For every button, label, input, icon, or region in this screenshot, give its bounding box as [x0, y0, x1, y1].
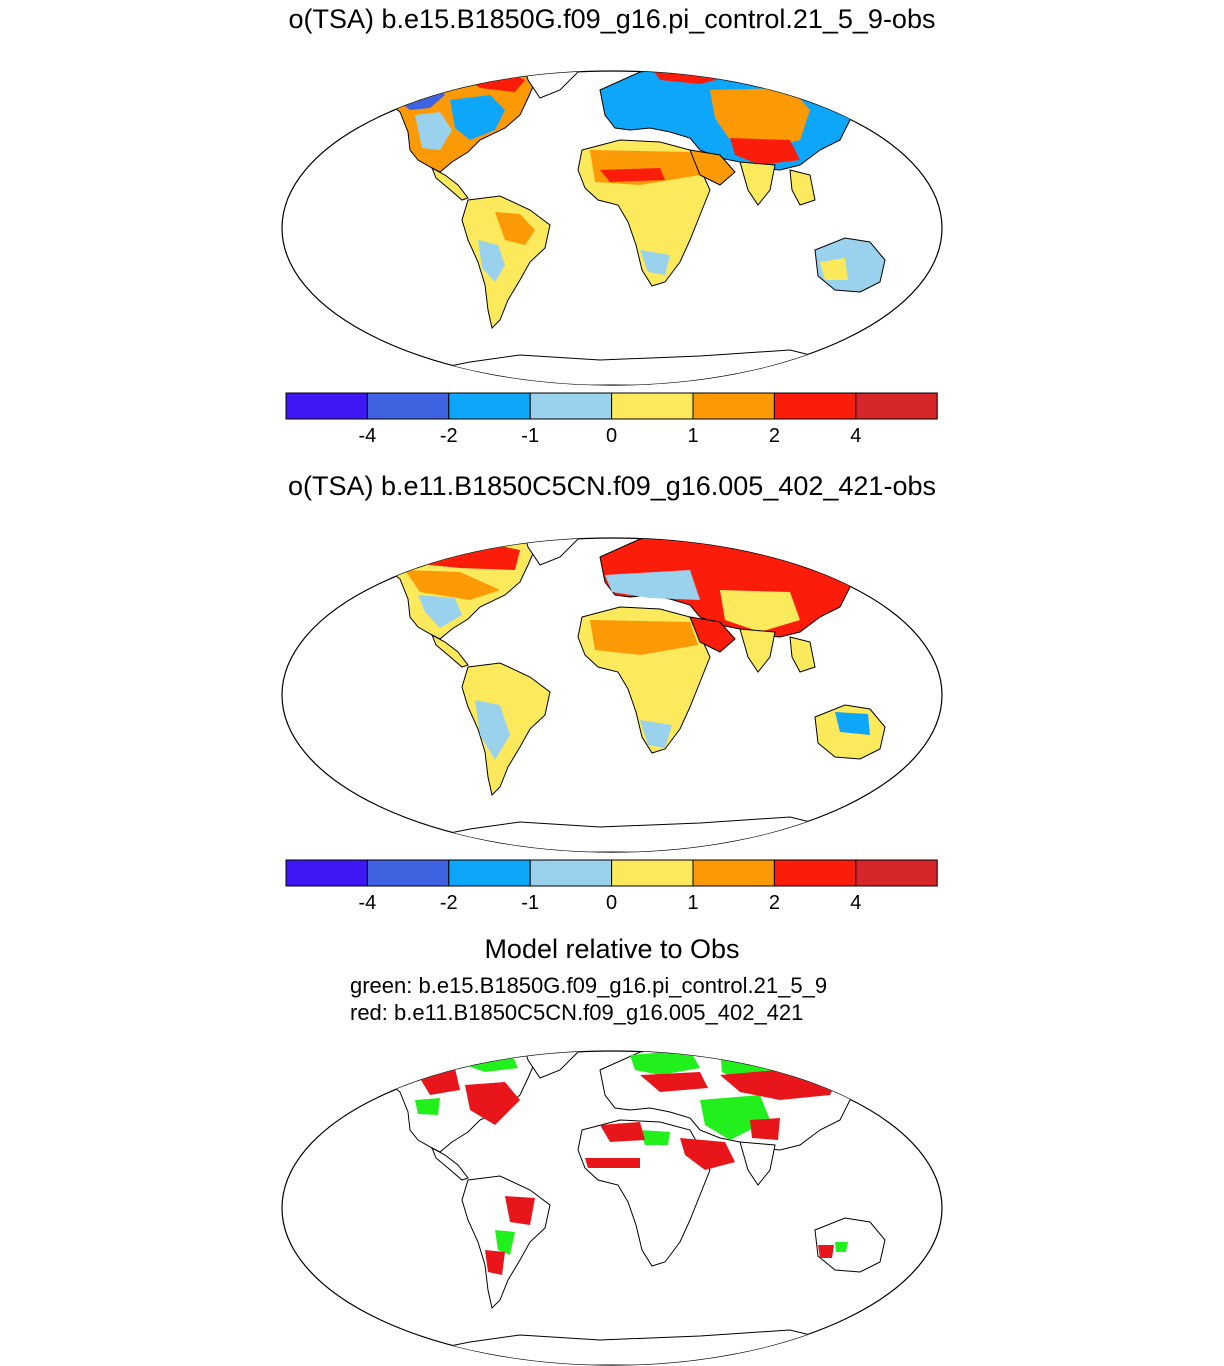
colorbar-swatch — [773, 859, 857, 887]
green-region — [630, 1051, 700, 1075]
se-asia — [789, 169, 816, 206]
australia-yellow — [820, 258, 848, 280]
colorbar-tick-label: 1 — [687, 892, 699, 914]
colorbar-swatch — [366, 859, 450, 887]
colorbar-swatch — [285, 392, 368, 420]
australia — [814, 1217, 886, 1273]
central-america — [431, 633, 469, 668]
colorbar-swatch — [692, 392, 775, 420]
eurasia-blue — [605, 570, 700, 600]
central-america — [431, 166, 469, 201]
colorbar-tick-label: -1 — [521, 892, 540, 914]
sa-blue — [478, 240, 505, 282]
colorbar-swatch — [692, 859, 775, 887]
colorbar-tick-label: -1 — [521, 425, 540, 447]
central-america — [431, 1146, 469, 1181]
red-region — [485, 1250, 505, 1275]
red-region — [640, 1072, 708, 1092]
colorbar-tick-label: -2 — [439, 892, 458, 914]
colorbar-tick-label: 2 — [768, 425, 780, 447]
comparison-map — [281, 1050, 943, 1366]
eurasia-darkblue — [800, 538, 845, 560]
colorbar-swatch — [529, 392, 613, 420]
colorbar-swatch — [855, 392, 938, 420]
colorbar-tick-label: 2 — [768, 892, 780, 914]
red-region — [505, 1196, 535, 1225]
panel2-title: o(TSA) b.e11.B1850C5CN.f09_g16.005_402_4… — [288, 471, 936, 501]
colorbar-tick-label: -4 — [358, 892, 377, 914]
green-region — [415, 1098, 440, 1115]
green-region — [835, 1242, 848, 1252]
colorbar-swatch — [773, 392, 857, 420]
greenland — [521, 1051, 581, 1079]
africa — [577, 1119, 711, 1267]
eurasia-yellow — [720, 590, 800, 632]
colorbar-swatch — [366, 392, 450, 420]
india — [739, 161, 776, 206]
green-region — [495, 1230, 515, 1255]
comparison-title: Model relative to Obs — [484, 934, 740, 964]
africa-blue — [640, 250, 670, 275]
green-region — [815, 1060, 860, 1080]
green-region — [640, 1130, 670, 1145]
green-region — [375, 1052, 430, 1080]
australia-blue — [835, 712, 870, 735]
colorbar-tick-label: 0 — [606, 425, 618, 447]
sa-orange — [495, 212, 535, 245]
panel1-map — [281, 70, 943, 386]
colorbar-tick-label: 0 — [606, 892, 618, 914]
na-light — [418, 595, 462, 628]
na-orange — [405, 570, 500, 600]
na-blue-east — [450, 95, 505, 140]
red-region — [600, 1122, 645, 1142]
colorbar-tick-label: -4 — [358, 425, 377, 447]
panel2-map — [281, 537, 943, 853]
africa-orange — [590, 620, 698, 655]
comparison-legend-red: red: b.e11.B1850C5CN.f09_g16.005_402_421 — [350, 1000, 804, 1025]
red-region — [465, 1082, 520, 1125]
colorbar-swatch — [285, 859, 368, 887]
africa-red — [600, 168, 665, 182]
panel1-title: o(TSA) b.e15.B1850G.f09_g16.pi_control.2… — [288, 4, 936, 34]
red-region — [585, 1158, 640, 1168]
colorbar-swatch — [855, 859, 938, 887]
comparison-legend-green: green: b.e15.B1850G.f09_g16.pi_control.2… — [350, 973, 828, 998]
arabia — [689, 616, 736, 653]
colorbar-swatch — [448, 859, 531, 887]
red-region — [750, 1118, 780, 1140]
colorbar-tick-label: -2 — [439, 425, 458, 447]
arabia — [689, 149, 736, 186]
colorbar-tick-label: 4 — [850, 425, 862, 447]
colorbar2 — [285, 859, 938, 887]
red-region — [680, 1138, 735, 1170]
greenland — [521, 71, 581, 99]
eurasia-orange — [710, 88, 810, 150]
africa-blue — [640, 720, 672, 748]
greenland — [521, 538, 581, 566]
na-red — [380, 540, 520, 570]
colorbar-swatch — [529, 859, 613, 887]
red-region — [818, 1245, 834, 1258]
colorbar1 — [285, 392, 938, 420]
india — [739, 628, 776, 673]
colorbar-tick-label: 1 — [687, 425, 699, 447]
india — [739, 1141, 776, 1186]
colorbar-swatch — [611, 859, 694, 887]
eurasia-darkblue — [790, 71, 860, 95]
colorbar-swatch — [611, 392, 694, 420]
na-light — [415, 112, 452, 150]
panel2-land — [371, 538, 886, 852]
colorbar-swatch — [448, 392, 531, 420]
colorbar-tick-label: 4 — [850, 892, 862, 914]
se-asia — [789, 636, 816, 673]
eurasia-red — [730, 138, 800, 165]
sa-blue — [475, 700, 510, 760]
